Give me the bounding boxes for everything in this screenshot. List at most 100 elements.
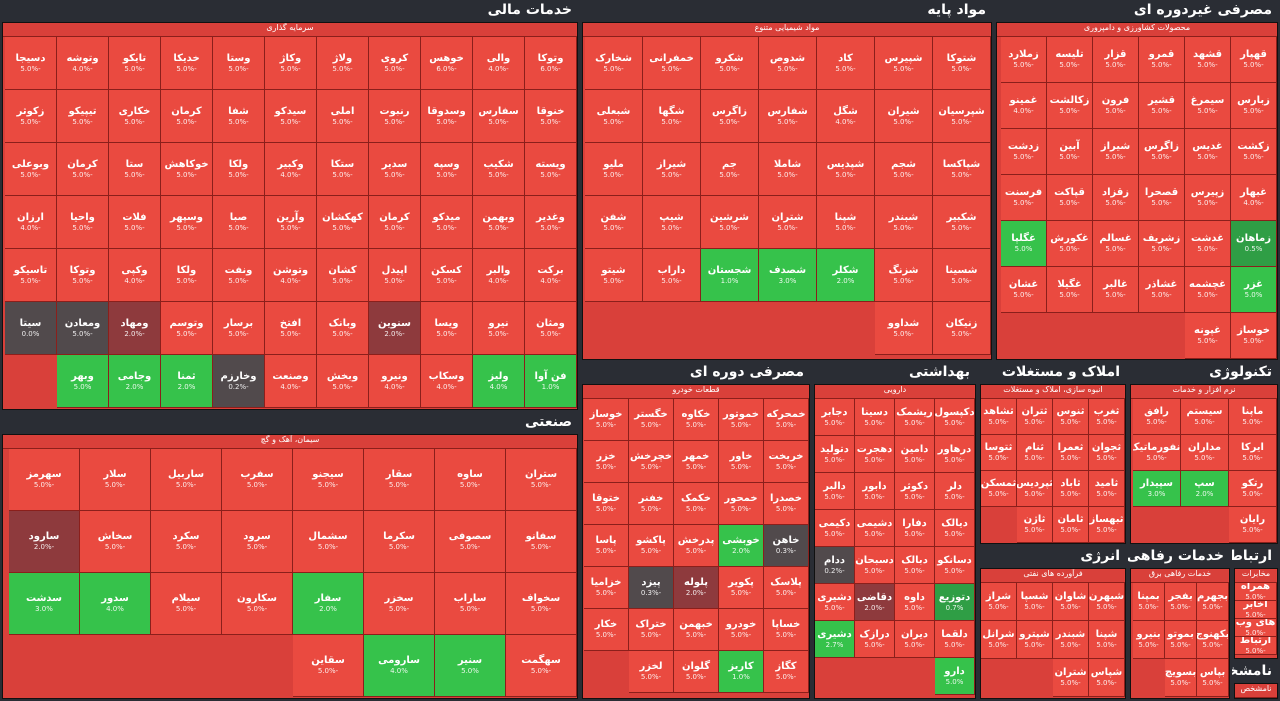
stock-tile[interactable]: بجهرم -5.0% bbox=[1197, 583, 1229, 621]
stock-tile[interactable]: وخارزم -0.2% bbox=[213, 355, 265, 408]
stock-tile[interactable]: غبهار -4.0% bbox=[1231, 175, 1277, 221]
stock-tile[interactable]: سپیدار 3.0% bbox=[1133, 471, 1181, 507]
stock-tile[interactable]: غالبر -5.0% bbox=[1093, 267, 1139, 313]
stock-tile[interactable]: دابور -5.0% bbox=[855, 473, 895, 510]
stock-tile[interactable]: والبر -4.0% bbox=[473, 249, 525, 302]
stock-tile[interactable]: پلوله -2.0% bbox=[674, 567, 719, 609]
stock-tile[interactable]: فرسنت -5.0% bbox=[1001, 175, 1047, 221]
stock-tile[interactable]: رنبوت -5.0% bbox=[369, 90, 421, 143]
stock-tile[interactable]: بمپنا -5.0% bbox=[1133, 583, 1165, 621]
stock-tile[interactable]: شزنگ -5.0% bbox=[875, 249, 933, 302]
stock-tile[interactable]: سیستم -5.0% bbox=[1181, 399, 1229, 435]
stock-tile[interactable]: ستا -5.0% bbox=[109, 143, 161, 196]
stock-tile[interactable]: غچشمه -5.0% bbox=[1185, 267, 1231, 313]
stock-tile[interactable]: شصدف 3.0% bbox=[759, 249, 817, 302]
stock-tile[interactable]: شخارک -5.0% bbox=[585, 37, 643, 90]
stock-tile[interactable]: ولاژ -5.0% bbox=[317, 37, 369, 90]
sector-title[interactable]: خدمات رفاهی bbox=[1128, 548, 1224, 564]
stock-tile[interactable]: وکبیر -4.0% bbox=[265, 143, 317, 196]
stock-tile[interactable]: دیالک -5.0% bbox=[935, 510, 975, 547]
sector-title[interactable]: مصرفی دوره ای bbox=[689, 364, 804, 380]
stock-tile[interactable]: دفارا -5.0% bbox=[895, 510, 935, 547]
stock-tile[interactable]: رایان -5.0% bbox=[1229, 507, 1277, 543]
stock-tile[interactable]: بپاس -5.0% bbox=[1197, 659, 1229, 697]
stock-tile[interactable]: زدشت -5.0% bbox=[1001, 129, 1047, 175]
stock-tile[interactable]: سنیر 5.0% bbox=[435, 635, 506, 697]
stock-tile[interactable]: دکیمی -5.0% bbox=[815, 510, 855, 547]
stock-tile[interactable]: ساراب -5.0% bbox=[435, 573, 506, 635]
stock-tile[interactable]: ثشاهد -5.0% bbox=[981, 399, 1017, 435]
stock-tile[interactable]: سیتا 0.0% bbox=[5, 302, 57, 355]
stock-tile[interactable]: شفن -5.0% bbox=[585, 196, 643, 249]
stock-tile[interactable]: شپنا -5.0% bbox=[1089, 621, 1125, 659]
stock-tile[interactable]: زپیرس -5.0% bbox=[1185, 175, 1231, 221]
stock-tile[interactable]: خزامیا -5.0% bbox=[584, 567, 629, 609]
stock-tile[interactable]: خکمک -5.0% bbox=[674, 483, 719, 525]
stock-tile[interactable]: دشیری 2.7% bbox=[815, 621, 855, 658]
stock-tile[interactable]: دتولید -5.0% bbox=[815, 436, 855, 473]
stock-tile[interactable]: شکرو -5.0% bbox=[701, 37, 759, 90]
stock-tile[interactable]: خفنر -5.0% bbox=[629, 483, 674, 525]
stock-tile[interactable]: غدیس -5.0% bbox=[1185, 129, 1231, 175]
stock-tile[interactable]: ثمسکن -5.0% bbox=[981, 471, 1017, 507]
stock-tile[interactable]: ارزان -4.0% bbox=[5, 196, 57, 249]
stock-tile[interactable]: زکشت -5.0% bbox=[1231, 129, 1277, 175]
sector-title[interactable]: تکنولوژی bbox=[1209, 364, 1272, 380]
stock-tile[interactable]: سقاین -5.0% bbox=[293, 635, 364, 697]
stock-tile[interactable]: دیران -5.0% bbox=[895, 621, 935, 658]
stock-tile[interactable]: سدشت 3.0% bbox=[9, 573, 80, 635]
stock-tile[interactable]: غشاذر -5.0% bbox=[1139, 267, 1185, 313]
stock-tile[interactable]: سهرمز -5.0% bbox=[9, 449, 80, 511]
stock-tile[interactable]: خمهر -5.0% bbox=[674, 441, 719, 483]
stock-tile[interactable]: ثنوس -5.0% bbox=[1053, 399, 1089, 435]
stock-tile[interactable]: سفارس -5.0% bbox=[473, 90, 525, 143]
stock-tile[interactable]: دبالک -5.0% bbox=[895, 547, 935, 584]
stock-tile[interactable]: دسیجا -5.0% bbox=[5, 37, 57, 90]
stock-tile[interactable]: شیتو -5.0% bbox=[585, 249, 643, 302]
stock-tile[interactable]: پاسا -5.0% bbox=[584, 525, 629, 567]
stock-tile[interactable]: خاهن -0.3% bbox=[764, 525, 809, 567]
stock-tile[interactable]: ماپنا -5.0% bbox=[1229, 399, 1277, 435]
stock-tile[interactable]: غگیلا -5.0% bbox=[1047, 267, 1093, 313]
stock-tile[interactable]: ملیو -5.0% bbox=[585, 143, 643, 196]
stock-tile[interactable]: غزر 5.0% bbox=[1231, 267, 1277, 313]
stock-tile[interactable]: قپاکت -5.0% bbox=[1047, 175, 1093, 221]
stock-tile[interactable]: دارو 5.0% bbox=[935, 658, 975, 695]
stock-tile[interactable]: سکارون -5.0% bbox=[222, 573, 293, 635]
stock-tile[interactable]: بفجر -5.0% bbox=[1165, 583, 1197, 621]
stock-tile[interactable]: افتخ -5.0% bbox=[265, 302, 317, 355]
stock-tile[interactable]: کشان -5.0% bbox=[317, 249, 369, 302]
stock-tile[interactable]: وسپهر -5.0% bbox=[161, 196, 213, 249]
stock-tile[interactable]: خساپا -5.0% bbox=[764, 609, 809, 651]
stock-tile[interactable]: شاملا -5.0% bbox=[759, 143, 817, 196]
stock-tile[interactable]: وتوکا -5.0% bbox=[57, 249, 109, 302]
stock-tile[interactable]: غدشت -5.0% bbox=[1185, 221, 1231, 267]
stock-tile[interactable]: ثجوان -5.0% bbox=[1089, 435, 1125, 471]
stock-tile[interactable]: سهگمت -5.0% bbox=[506, 635, 577, 697]
stock-tile[interactable]: قشهد -5.0% bbox=[1185, 37, 1231, 83]
stock-tile[interactable]: ولکا -5.0% bbox=[161, 249, 213, 302]
stock-tile[interactable]: تایکو -5.0% bbox=[109, 37, 161, 90]
stock-tile[interactable]: ولکا -5.0% bbox=[213, 143, 265, 196]
stock-tile[interactable]: وتوسم -5.0% bbox=[161, 302, 213, 355]
sector-title[interactable]: انرژی bbox=[1080, 548, 1120, 564]
stock-tile[interactable]: سفرب -5.0% bbox=[222, 449, 293, 511]
stock-tile[interactable]: سپ 2.0% bbox=[1181, 471, 1229, 507]
stock-tile[interactable]: خدیکا -5.0% bbox=[161, 37, 213, 90]
stock-tile[interactable]: شجم -5.0% bbox=[875, 143, 933, 196]
stock-tile[interactable]: سصوفی -5.0% bbox=[435, 511, 506, 573]
stock-tile[interactable]: ساربیل -5.0% bbox=[151, 449, 222, 511]
stock-tile[interactable]: غکورش -5.0% bbox=[1047, 221, 1093, 267]
stock-tile[interactable]: دالبر -5.0% bbox=[815, 473, 855, 510]
stock-tile[interactable]: دسینا -5.0% bbox=[855, 399, 895, 436]
stock-tile[interactable]: مداران -5.0% bbox=[1181, 435, 1229, 471]
stock-tile[interactable]: ونیرو -4.0% bbox=[369, 355, 421, 408]
stock-tile[interactable]: داوه -5.0% bbox=[895, 584, 935, 621]
stock-tile[interactable]: کرمان -5.0% bbox=[161, 90, 213, 143]
stock-tile[interactable]: دقاضی -2.0% bbox=[855, 584, 895, 621]
stock-tile[interactable]: سکرما -5.0% bbox=[364, 511, 435, 573]
stock-tile[interactable]: سکرد -5.0% bbox=[151, 511, 222, 573]
stock-tile[interactable]: ومعادن -5.0% bbox=[57, 302, 109, 355]
stock-tile[interactable]: سیدکو -5.0% bbox=[265, 90, 317, 143]
stock-tile[interactable]: پاکشو -5.0% bbox=[629, 525, 674, 567]
